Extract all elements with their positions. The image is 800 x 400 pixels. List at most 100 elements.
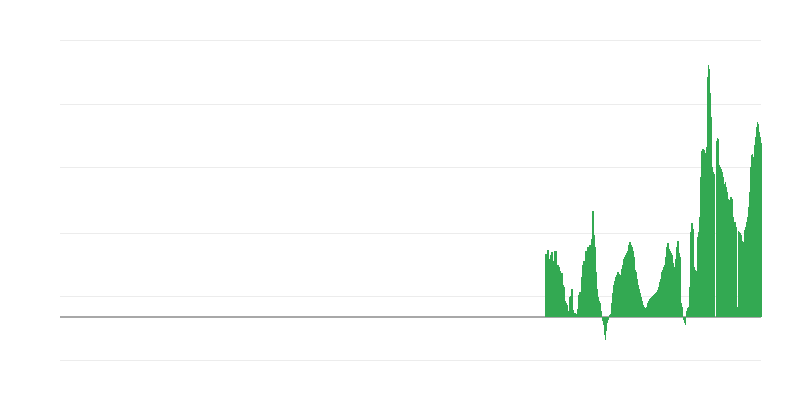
bar	[642, 301, 643, 317]
bar	[735, 222, 736, 317]
bar	[706, 147, 707, 317]
bar	[584, 261, 585, 317]
bar	[632, 247, 633, 317]
bar	[661, 272, 662, 317]
bar	[634, 257, 635, 317]
bar	[761, 143, 762, 317]
bar	[620, 275, 621, 317]
bar	[660, 279, 661, 317]
bar	[707, 77, 708, 317]
bar	[708, 65, 709, 317]
bar	[731, 197, 732, 317]
bar	[753, 157, 754, 317]
bar	[651, 297, 652, 317]
bar	[637, 279, 638, 317]
bar	[689, 287, 690, 317]
bar	[648, 301, 649, 317]
bar	[622, 265, 623, 317]
bar	[618, 272, 619, 317]
bar	[758, 124, 759, 317]
bar	[694, 267, 695, 317]
bar	[688, 307, 689, 317]
bar	[687, 308, 688, 317]
bar	[621, 269, 622, 317]
bar	[685, 317, 686, 325]
bar	[737, 307, 738, 317]
bar	[609, 315, 610, 317]
bar	[629, 242, 630, 317]
bar	[679, 253, 680, 317]
bar	[598, 297, 599, 317]
bar	[669, 249, 670, 317]
bar	[624, 257, 625, 317]
bar	[733, 217, 734, 317]
bar	[729, 200, 730, 317]
bar	[702, 149, 703, 317]
bar	[760, 137, 761, 317]
bar	[633, 251, 634, 317]
bar	[561, 273, 562, 317]
bar	[599, 301, 600, 317]
bar	[575, 313, 576, 317]
bar	[686, 311, 687, 317]
bar	[680, 257, 681, 317]
bar	[699, 217, 700, 317]
bar	[588, 247, 589, 317]
bar	[571, 289, 572, 317]
bar	[709, 69, 710, 317]
bar	[625, 255, 626, 317]
zero-baseline	[60, 316, 761, 318]
bar	[711, 117, 712, 317]
bar	[545, 254, 546, 317]
bar	[712, 167, 713, 317]
bar	[724, 184, 725, 317]
bar	[580, 292, 581, 317]
bar	[746, 222, 747, 317]
bar	[684, 317, 685, 323]
bar	[727, 192, 728, 317]
bar	[714, 174, 715, 317]
bar	[698, 232, 699, 317]
bar	[744, 230, 745, 317]
bar	[647, 303, 648, 317]
bar	[665, 257, 666, 317]
bar	[558, 265, 559, 317]
bar	[732, 199, 733, 317]
bar	[652, 296, 653, 317]
bar	[570, 296, 571, 317]
bar	[730, 197, 731, 317]
bar	[692, 223, 693, 317]
bar	[700, 177, 701, 317]
bar	[605, 317, 606, 340]
bar	[579, 292, 580, 317]
bar	[695, 270, 696, 317]
bar	[546, 254, 547, 317]
bar	[654, 294, 655, 317]
bar	[664, 265, 665, 317]
bar	[576, 314, 577, 317]
bar	[578, 295, 579, 317]
bar	[678, 241, 679, 317]
bar	[583, 261, 584, 317]
bar	[759, 132, 760, 317]
bar	[549, 259, 550, 317]
bar	[608, 317, 609, 320]
bar	[717, 138, 718, 317]
bar	[673, 263, 674, 317]
bar	[601, 311, 602, 317]
bar	[641, 297, 642, 317]
bar	[713, 172, 714, 317]
bar	[697, 237, 698, 317]
bar	[566, 303, 567, 317]
bar	[659, 282, 660, 317]
bar	[693, 229, 694, 317]
bar	[547, 250, 548, 317]
gridline	[60, 296, 761, 297]
bar	[594, 235, 595, 317]
bar	[630, 242, 631, 317]
bar	[611, 303, 612, 317]
bar	[595, 247, 596, 317]
bar	[675, 259, 676, 317]
bar	[703, 149, 704, 317]
